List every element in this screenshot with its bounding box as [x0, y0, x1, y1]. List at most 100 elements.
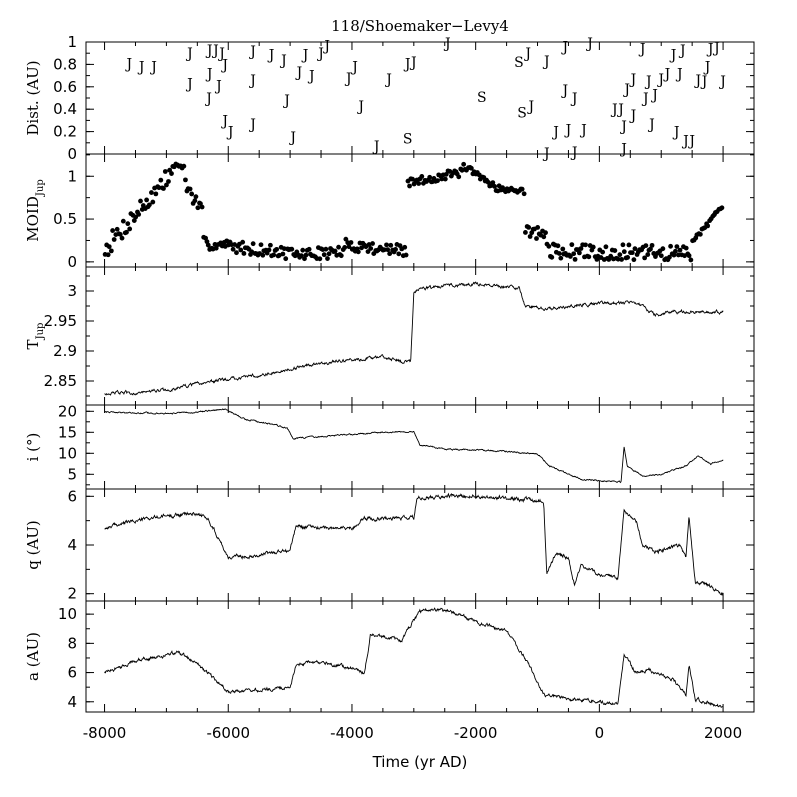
- y-tick-label: 2: [67, 585, 77, 603]
- panel-frame: [85, 153, 755, 268]
- encounter-j: J: [610, 102, 618, 118]
- moid-point: [543, 230, 548, 236]
- y-tick-label: 1: [67, 33, 77, 51]
- moid-point: [306, 246, 312, 252]
- y-tick-label: 6: [67, 664, 77, 682]
- moid-point: [238, 247, 244, 253]
- y-tick-label: 0.5: [53, 210, 77, 228]
- moid-point: [385, 247, 391, 253]
- moid-point: [302, 256, 307, 262]
- moid-point: [166, 179, 171, 184]
- encounter-j: J: [551, 125, 559, 141]
- moid-point: [396, 251, 402, 257]
- moid-point: [150, 199, 156, 205]
- panel-q: 2 4 6 q (AU): [24, 487, 755, 603]
- encounter-j: J: [616, 102, 624, 118]
- encounter-j: J: [124, 56, 132, 72]
- moid-point: [199, 204, 205, 210]
- encounter-j: J: [220, 113, 228, 129]
- moid-point: [485, 179, 491, 185]
- encounter-j: J: [307, 69, 315, 85]
- encounter-j: J: [204, 91, 212, 107]
- encounter-j: J: [647, 117, 655, 133]
- encounter-j: J: [279, 53, 287, 69]
- moid-point: [674, 244, 680, 249]
- y-axis-title-subscript: Jup: [35, 323, 46, 341]
- encounter-j: J: [248, 73, 256, 89]
- moid-point: [619, 257, 625, 262]
- y-axis-title-subscript: Jup: [35, 179, 46, 197]
- y-tick-label: 0.6: [53, 78, 77, 96]
- x-tick-label: -6000: [206, 724, 250, 742]
- encounter-j: J: [622, 82, 630, 98]
- moid-point: [407, 183, 412, 189]
- moid-point: [697, 231, 703, 237]
- encounter-j: J: [137, 60, 145, 76]
- encounter-j: J: [344, 71, 352, 87]
- encounter-j: J: [629, 72, 637, 88]
- moid-point: [158, 177, 164, 183]
- encounter-j: J: [718, 74, 726, 90]
- moid-point: [240, 239, 246, 245]
- encounter-j: J: [561, 39, 569, 55]
- encounter-j: J: [700, 74, 708, 90]
- moid-point: [336, 244, 341, 250]
- moid-point: [658, 253, 664, 259]
- moid-point: [648, 246, 653, 252]
- moid-point: [183, 177, 188, 183]
- series-line-incl: [104, 408, 724, 484]
- encounter-j: J: [288, 130, 296, 146]
- moid-point: [105, 252, 111, 258]
- encounter-j: J: [443, 36, 451, 52]
- moid-point: [535, 225, 541, 230]
- moid-point: [111, 237, 117, 242]
- encounter-j: J: [675, 66, 683, 82]
- encounter-j: J: [706, 42, 714, 58]
- moid-point: [549, 254, 555, 260]
- encounter-j: J: [295, 65, 303, 81]
- encounter-j: J: [694, 73, 702, 89]
- y-tick-label: 2.85: [44, 372, 77, 390]
- moid-point: [660, 246, 666, 252]
- moid-point: [393, 247, 398, 252]
- y-axis-title: TJup: [24, 323, 46, 350]
- y-tick-label: 4: [67, 536, 77, 554]
- moid-point: [492, 184, 498, 189]
- encounter-j: J: [248, 117, 256, 133]
- encounter-s: S: [403, 131, 413, 147]
- encounter-j: J: [205, 43, 213, 59]
- encounter-j: J: [211, 43, 219, 59]
- series-line-tjup: [104, 281, 724, 396]
- moid-point: [439, 176, 445, 182]
- moid-point: [161, 186, 166, 191]
- moid-point: [546, 243, 552, 249]
- moid-point: [583, 242, 588, 248]
- moid-point: [621, 249, 627, 255]
- encounter-j: J: [703, 60, 711, 76]
- moid-point: [274, 246, 280, 252]
- moid-point: [558, 255, 564, 261]
- moid-point: [569, 242, 575, 248]
- moid-point: [677, 247, 683, 253]
- encounter-s: S: [517, 106, 527, 122]
- encounter-j: J: [672, 125, 680, 141]
- encounter-j: J: [214, 79, 222, 95]
- y-tick-label: 0.8: [53, 55, 77, 73]
- encounter-j: J: [619, 141, 627, 157]
- moid-point: [266, 247, 272, 253]
- moid-point: [541, 234, 547, 240]
- encounter-j: J: [149, 60, 157, 76]
- moid-point: [668, 243, 673, 249]
- moid-point: [138, 198, 143, 204]
- moid-point: [110, 228, 116, 233]
- moid-point: [456, 174, 462, 180]
- moid-point: [346, 244, 352, 250]
- moid-point: [688, 257, 694, 263]
- moid-point: [124, 229, 129, 235]
- moid-point: [117, 231, 123, 237]
- moid-point: [600, 249, 606, 255]
- moid-point: [617, 252, 623, 258]
